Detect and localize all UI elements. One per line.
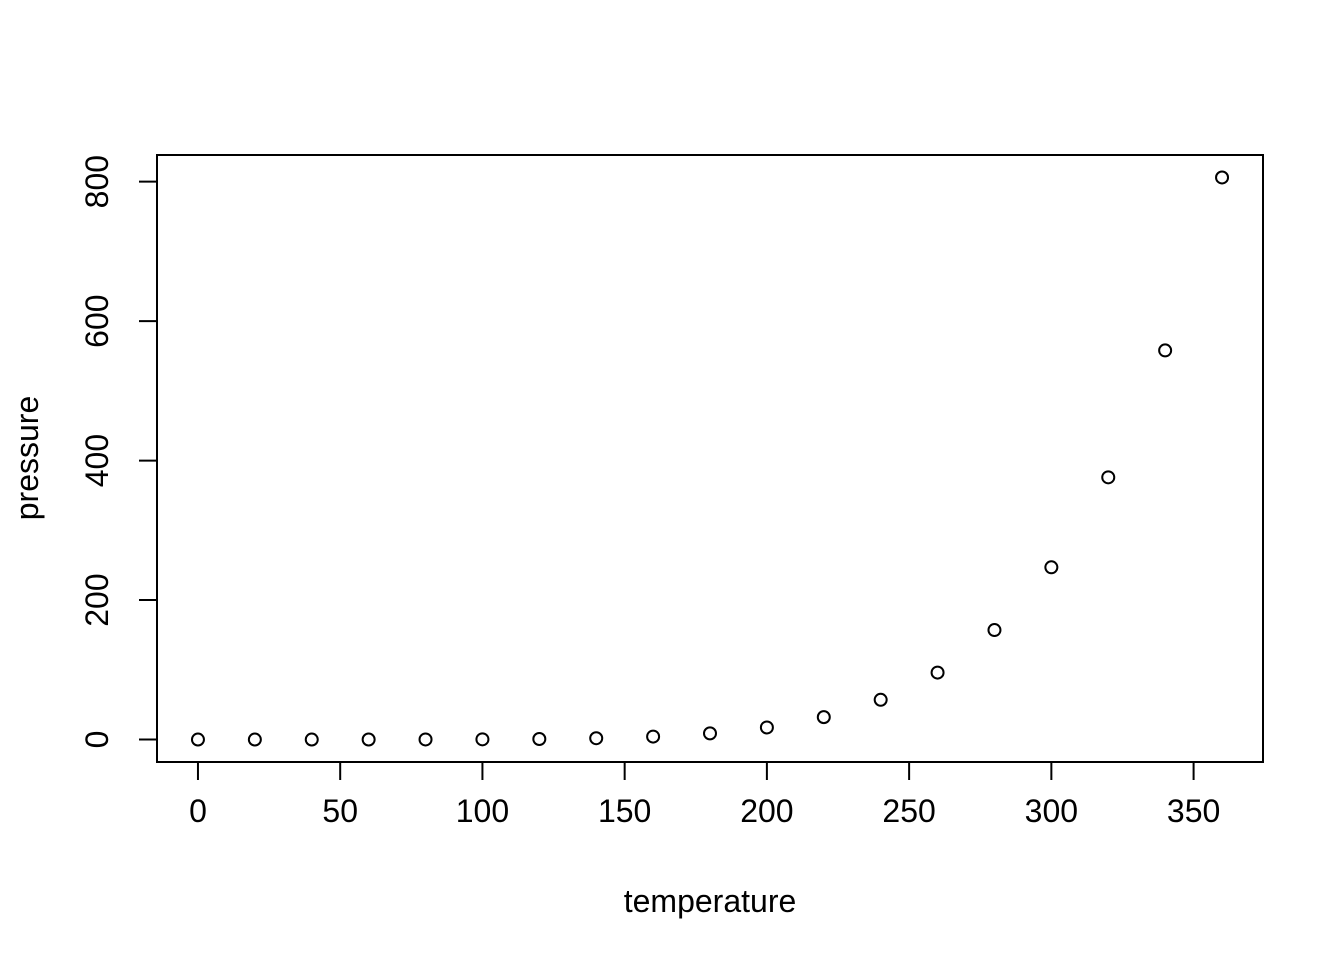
y-tick-label: 200 [79,573,115,626]
x-tick-label: 350 [1167,793,1220,829]
data-point [247,732,262,747]
x-axis-title: temperature [624,883,797,919]
data-point [703,726,717,741]
x-tick-label: 150 [598,793,651,829]
data-point [1044,560,1059,575]
x-tick-label: 200 [740,793,793,829]
data-point [816,710,831,725]
x-tick-label: 100 [456,793,509,829]
data-point [1158,343,1173,358]
data-point [589,731,604,746]
data-point [304,732,319,747]
data-point [646,729,661,744]
x-tick-label: 50 [322,793,358,829]
data-point [759,720,774,735]
x-tick-label: 250 [882,793,935,829]
data-point [1215,170,1230,185]
data-point [873,692,888,707]
data-point [930,665,945,680]
data-point [418,732,433,747]
x-tick-label: 0 [189,793,207,829]
y-axis-title: pressure [9,396,45,521]
data-point [190,732,205,747]
y-tick-label: 0 [79,731,115,749]
data-point [532,731,547,746]
x-tick-label: 300 [1025,793,1078,829]
plot-box [156,154,1264,763]
data-point [475,732,490,747]
data-point [1101,470,1116,485]
y-tick-label: 600 [79,294,115,347]
data-point [987,623,1002,638]
y-tick-label: 400 [79,434,115,487]
y-tick-label: 800 [79,155,115,208]
data-point [361,732,376,747]
